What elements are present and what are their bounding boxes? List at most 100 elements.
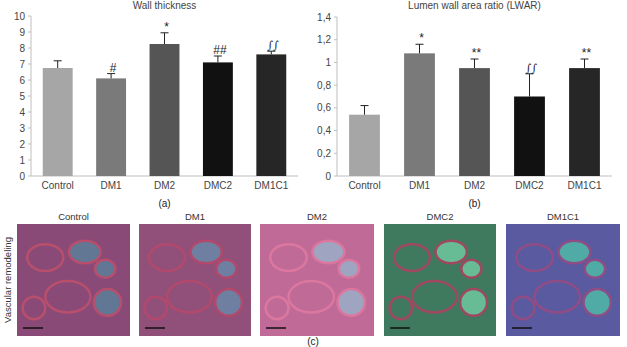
image-label: Control	[58, 211, 89, 222]
tissue-structure	[95, 260, 115, 278]
tick-label: 8	[19, 43, 25, 54]
scale-bar	[145, 327, 165, 329]
tissue-structure	[535, 281, 581, 312]
bar	[203, 62, 233, 176]
micrograph	[17, 224, 130, 336]
image-background	[139, 224, 251, 336]
tissue-structure	[149, 244, 185, 271]
tissue-structure	[266, 297, 289, 319]
scale-bar	[266, 327, 286, 329]
micrograph	[260, 224, 374, 336]
tissue-structure	[461, 260, 481, 278]
tick-label: 3	[19, 123, 25, 134]
tick-label: 2	[19, 139, 25, 150]
tissue-structure	[27, 244, 63, 271]
micrograph	[384, 224, 496, 336]
micrograph	[506, 224, 620, 336]
tick-label: 1	[19, 155, 25, 166]
category-label: Control	[42, 180, 74, 191]
tick-label: 1,2	[317, 34, 331, 45]
significance-mark: *	[164, 20, 169, 34]
tick-label: 10	[14, 11, 26, 22]
tissue-structure	[339, 260, 360, 278]
error-bar	[364, 106, 365, 115]
marks	[43, 33, 287, 176]
category-label: DM1C1	[568, 180, 602, 191]
category-label: DM1	[101, 180, 123, 191]
chart-title: Lumen wall area ratio (LWAR)	[408, 0, 541, 11]
tick-label: 5	[19, 91, 25, 102]
category-label: DM1C1	[254, 180, 288, 191]
tick-label: 0,6	[317, 102, 331, 113]
error-bar	[57, 61, 58, 68]
y-axis	[337, 17, 338, 176]
tissue-structure	[338, 289, 365, 316]
significance-mark: ∫∫	[526, 62, 538, 75]
tick-label: 0	[325, 171, 331, 182]
bar	[514, 97, 545, 177]
tissue-structure	[584, 289, 611, 316]
panel-label: (a)	[158, 198, 170, 209]
tick-label: 4	[19, 107, 25, 118]
bar	[349, 115, 380, 176]
tissue-structure	[216, 260, 236, 278]
tick-label: 1,4	[317, 12, 331, 23]
tissue-structure	[460, 289, 487, 316]
tick-label: 1	[325, 57, 331, 68]
significance-mark: **	[582, 46, 592, 60]
tissue-structure	[516, 244, 552, 271]
bar	[459, 68, 490, 176]
tissue-structure	[145, 297, 167, 319]
tissue-structure	[585, 260, 606, 278]
tissue-structure	[45, 281, 90, 312]
tissue-structure	[312, 241, 344, 263]
image-label: DM1	[185, 211, 205, 222]
category-label: Control	[348, 180, 380, 191]
tick-label: 9	[19, 27, 25, 38]
figure: Wall thickness 0 1 2 3 4 5 6 7 8 9 10 Control # DM1 * DM…	[0, 0, 627, 347]
chart-1: Lumen wall area ratio (LWAR)00,20,40,60,…	[317, 0, 612, 209]
tick-label: 6	[19, 75, 25, 86]
tissue-structure	[390, 297, 412, 319]
significance-mark: #	[110, 61, 117, 75]
bar	[150, 44, 180, 176]
tissue-structure	[94, 289, 121, 316]
bar	[43, 68, 73, 176]
image-background	[506, 224, 620, 336]
image-background	[17, 224, 130, 336]
tissue-structure	[512, 297, 535, 319]
micrograph	[139, 224, 251, 336]
chart-title: Wall thickness	[133, 0, 197, 11]
tissue-structure	[215, 289, 242, 316]
tissue-structure	[394, 244, 430, 271]
scale-bar	[512, 327, 532, 329]
error-bar	[529, 74, 530, 97]
bar	[569, 68, 600, 176]
tissue-structure	[289, 281, 335, 312]
tissue-structure	[270, 244, 306, 271]
tissue-structure	[69, 241, 101, 263]
tick-label: 7	[19, 59, 25, 70]
significance-mark: ##	[213, 43, 227, 57]
image-label: DM1C1	[547, 211, 579, 222]
scale-bar	[390, 327, 410, 329]
significance-mark: ∫∫	[268, 39, 280, 52]
y-axis	[31, 16, 32, 176]
error-bar	[164, 33, 165, 44]
image-background	[260, 224, 374, 336]
significance-mark: **	[472, 46, 482, 60]
tick-label: 0,2	[317, 148, 331, 159]
error-bar	[474, 59, 475, 68]
category-label: DM2	[464, 180, 486, 191]
panel-label: (b)	[468, 198, 480, 209]
bar	[96, 78, 126, 176]
tissue-structure	[167, 281, 212, 312]
image-label: DM2	[307, 211, 327, 222]
error-cap	[361, 105, 369, 106]
tissue-structure	[191, 241, 222, 263]
chart-0: Wall thickness012345678910Control#DM1*DM…	[14, 0, 298, 209]
scale-bar	[23, 327, 43, 329]
bar	[256, 54, 286, 176]
category-label: DM2	[154, 180, 176, 191]
error-cap	[54, 60, 62, 61]
